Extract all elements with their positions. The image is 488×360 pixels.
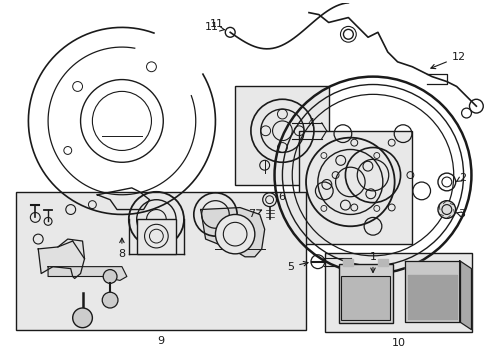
Text: 6: 6 bbox=[277, 192, 285, 202]
Bar bbox=[235, 86, 328, 185]
Polygon shape bbox=[377, 259, 387, 266]
Text: 8: 8 bbox=[118, 238, 125, 259]
Polygon shape bbox=[459, 261, 470, 330]
Polygon shape bbox=[200, 208, 264, 257]
Text: 5: 5 bbox=[286, 261, 307, 272]
Circle shape bbox=[437, 201, 455, 219]
Polygon shape bbox=[48, 267, 126, 280]
Text: 3: 3 bbox=[455, 210, 465, 220]
Polygon shape bbox=[343, 259, 352, 266]
Bar bbox=[324, 253, 471, 332]
Circle shape bbox=[73, 308, 92, 328]
Bar bbox=[16, 192, 305, 330]
Text: 11: 11 bbox=[209, 19, 223, 30]
Polygon shape bbox=[407, 275, 456, 319]
Text: 2: 2 bbox=[455, 173, 465, 183]
Text: 1: 1 bbox=[369, 252, 376, 273]
Polygon shape bbox=[38, 239, 84, 278]
Bar bbox=[341, 275, 389, 320]
Circle shape bbox=[102, 292, 118, 308]
Text: 9: 9 bbox=[157, 337, 163, 346]
Text: 11: 11 bbox=[204, 22, 224, 32]
Circle shape bbox=[144, 224, 168, 248]
Polygon shape bbox=[405, 261, 459, 322]
Text: 12: 12 bbox=[430, 52, 465, 69]
Text: 7: 7 bbox=[247, 210, 261, 220]
Circle shape bbox=[215, 215, 254, 254]
Bar bbox=[299, 131, 411, 244]
Text: 10: 10 bbox=[391, 338, 405, 348]
Text: 4: 4 bbox=[307, 118, 314, 128]
Bar bbox=[137, 219, 176, 254]
Circle shape bbox=[103, 270, 117, 283]
Bar bbox=[338, 264, 392, 323]
